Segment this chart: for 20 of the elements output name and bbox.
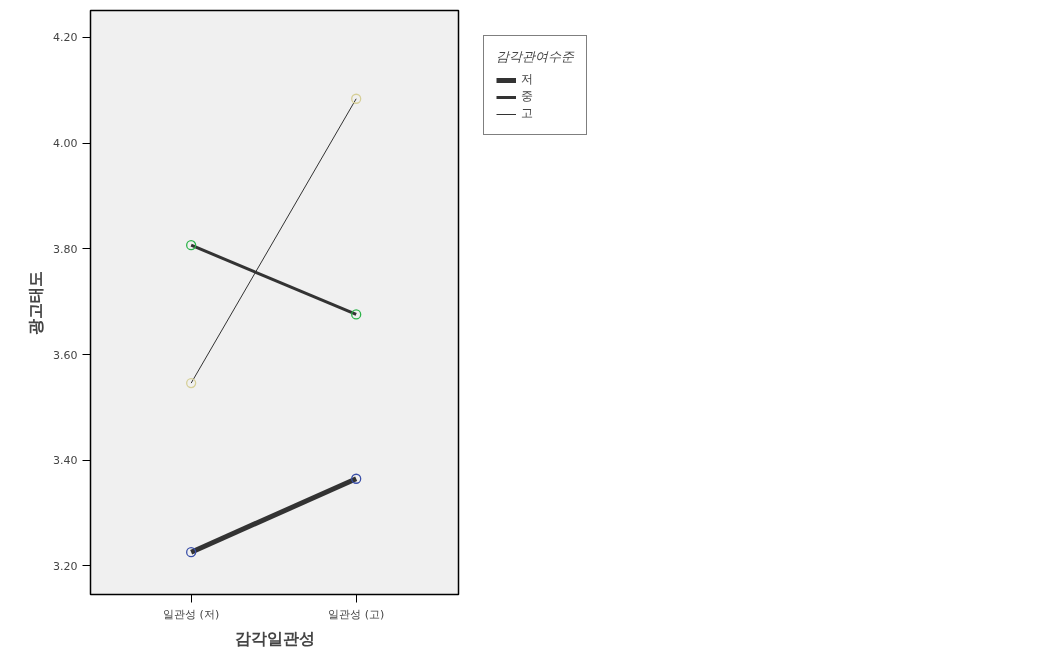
legend-label: 중 xyxy=(521,88,534,105)
y-tick-label: 4.20 xyxy=(53,31,78,45)
x-tick-label: 일관성 (고) xyxy=(328,607,385,621)
y-tick-label: 3.40 xyxy=(53,454,78,468)
point xyxy=(186,240,197,251)
point xyxy=(351,309,362,320)
point xyxy=(186,377,197,389)
point xyxy=(351,473,362,484)
y-tick-label: 3.60 xyxy=(53,348,78,362)
legend-label: 저 xyxy=(521,71,534,88)
legend-title: 감각관여수준 xyxy=(496,48,574,66)
y-tick-label: 3.20 xyxy=(53,559,78,573)
point xyxy=(351,93,362,104)
x-tick-label: 일관성 (저) xyxy=(163,607,220,621)
point xyxy=(186,547,197,558)
legend-label: 고 xyxy=(521,105,534,122)
y-tick-label: 3.80 xyxy=(53,242,78,256)
x-axis-title: 감각일관성 xyxy=(234,628,315,648)
y-axis-title: 광고태도 xyxy=(26,270,46,335)
y-tick-label: 4.00 xyxy=(53,137,78,151)
